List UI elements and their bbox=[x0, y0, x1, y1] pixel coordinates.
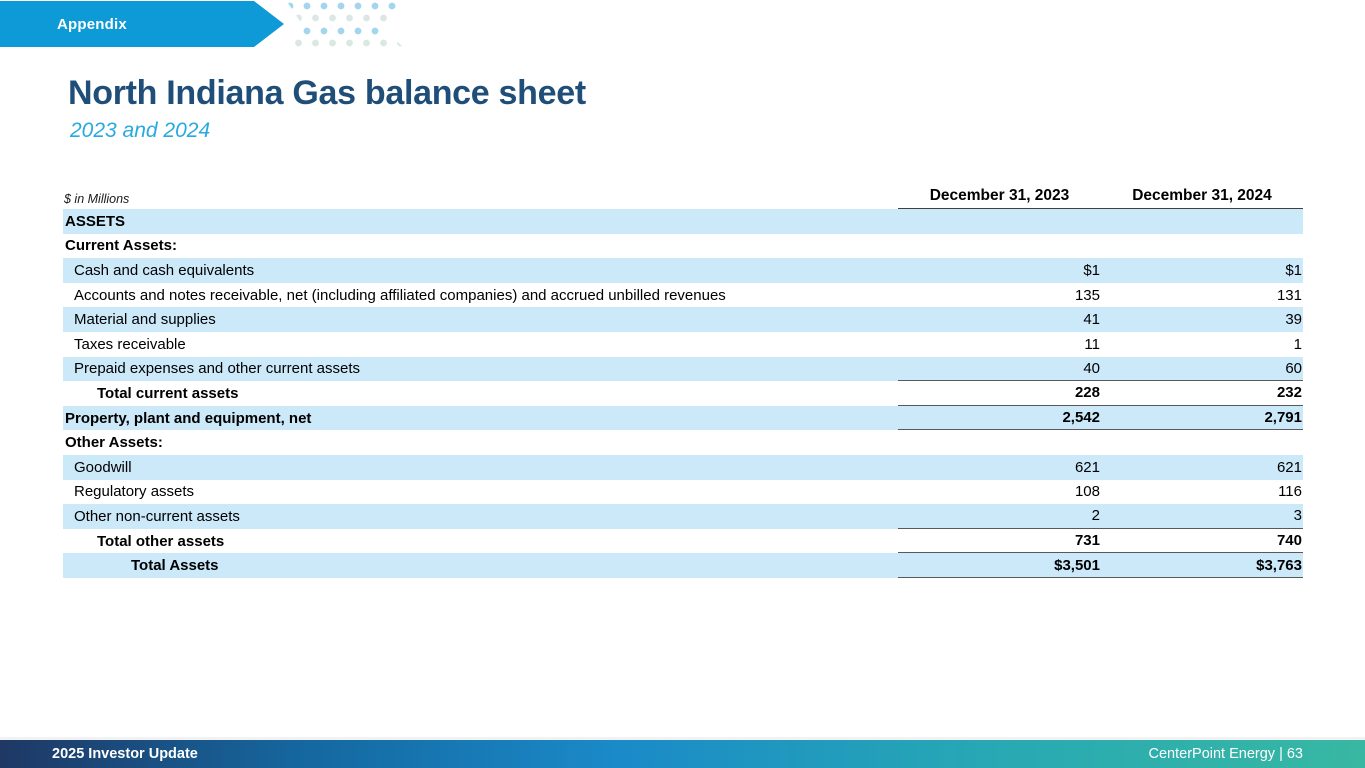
table-row-total-current-assets: Total current assets 228 232 bbox=[63, 381, 1303, 406]
table-row-other-noncurrent-assets: Other non-current assets 2 3 bbox=[63, 504, 1303, 529]
row-value-2023: 135 bbox=[1074, 286, 1100, 304]
row-value-2024 bbox=[1101, 234, 1303, 259]
table-row-material-supplies: Material and supplies 41 39 bbox=[63, 307, 1303, 332]
row-label: Accounts and notes receivable, net (incl… bbox=[74, 286, 726, 304]
row-value-2024: 131 bbox=[1276, 286, 1302, 304]
table-header-row: $ in Millions December 31, 2023 December… bbox=[63, 186, 1303, 209]
row-value-2024: 116 bbox=[1278, 483, 1302, 501]
row-value-2023 bbox=[898, 430, 1101, 455]
table-row-assets: ASSETS bbox=[63, 209, 1303, 234]
table-row-regulatory-assets: Regulatory assets 108 116 bbox=[63, 480, 1303, 505]
row-label: Current Assets: bbox=[65, 237, 177, 255]
row-label: Other non-current assets bbox=[74, 507, 240, 525]
row-label: Material and supplies bbox=[74, 311, 216, 329]
table-row-taxes-receivable: Taxes receivable 11 1 bbox=[63, 332, 1303, 357]
row-label: Cash and cash equivalents bbox=[74, 261, 255, 279]
column-headers: December 31, 2023 December 31, 2024 bbox=[898, 187, 1303, 209]
row-value-2023: 2 bbox=[898, 504, 1101, 529]
row-label: Total current assets bbox=[97, 384, 239, 402]
footer-separator bbox=[0, 737, 1365, 740]
balance-sheet-table: $ in Millions December 31, 2023 December… bbox=[63, 186, 1303, 578]
table-row-current-assets-header: Current Assets: bbox=[63, 234, 1303, 259]
row-value-2023 bbox=[898, 209, 1101, 234]
row-label: Other Assets: bbox=[65, 434, 163, 452]
slide-subtitle: 2023 and 2024 bbox=[70, 119, 211, 142]
units-note: $ in Millions bbox=[64, 192, 130, 206]
footer-company-page-number: CenterPoint Energy | 63 bbox=[1148, 746, 1304, 762]
row-value-2023: 2,542 bbox=[898, 406, 1101, 431]
table-row-cash: Cash and cash equivalents $1 $1 bbox=[63, 258, 1303, 283]
table-row-total-assets: Total Assets $3,501 $3,763 bbox=[63, 553, 1303, 578]
row-value-2024: $3,763 bbox=[1101, 553, 1303, 578]
row-value-2023: 621 bbox=[1074, 458, 1100, 476]
row-label: Total Assets bbox=[131, 557, 219, 575]
row-value-2024: 740 bbox=[1101, 529, 1303, 554]
row-value-2024 bbox=[1101, 430, 1303, 455]
table-row-total-other-assets: Total other assets 731 740 bbox=[63, 529, 1303, 554]
row-value-2024: 232 bbox=[1101, 381, 1303, 406]
row-label: ASSETS bbox=[65, 212, 126, 230]
row-value-2023: 11 bbox=[1084, 335, 1100, 353]
row-label: Regulatory assets bbox=[74, 483, 195, 501]
appendix-banner-label: Appendix bbox=[57, 15, 127, 33]
row-value-2024 bbox=[1101, 209, 1303, 234]
row-value-2023: $1 bbox=[1083, 261, 1100, 279]
row-label: Goodwill bbox=[74, 458, 132, 476]
row-value-2023: 41 bbox=[1083, 311, 1100, 329]
row-value-2024: 60 bbox=[1101, 357, 1303, 382]
row-label: Property, plant and equipment, net bbox=[65, 409, 312, 427]
slide-title: North Indiana Gas balance sheet bbox=[68, 74, 586, 112]
row-value-2024: 3 bbox=[1101, 504, 1303, 529]
footer-presentation-title: 2025 Investor Update bbox=[52, 746, 198, 762]
row-value-2024: 39 bbox=[1285, 311, 1302, 329]
table-row-goodwill: Goodwill 621 621 bbox=[63, 454, 1303, 480]
table-row-other-assets-header: Other Assets: bbox=[63, 430, 1303, 455]
row-label: Prepaid expenses and other current asset… bbox=[74, 360, 361, 378]
row-value-2023: $3,501 bbox=[898, 553, 1101, 578]
column-header-2024: December 31, 2024 bbox=[1132, 187, 1272, 204]
column-header-2023: December 31, 2023 bbox=[929, 187, 1070, 204]
table-row-prepaid-expenses: Prepaid expenses and other current asset… bbox=[63, 356, 1303, 382]
row-value-2023: 731 bbox=[898, 529, 1101, 554]
table-row-ppe-net: Property, plant and equipment, net 2,542… bbox=[63, 405, 1303, 431]
row-value-2024: 621 bbox=[1276, 458, 1302, 476]
footer-bar: 2025 Investor Update CenterPoint Energy … bbox=[0, 740, 1365, 768]
appendix-banner: Appendix bbox=[0, 1, 284, 47]
table-row-accounts-receivable: Accounts and notes receivable, net (incl… bbox=[63, 283, 1303, 308]
row-label: Total other assets bbox=[97, 532, 225, 550]
row-value-2024: 1 bbox=[1293, 335, 1302, 353]
dot-pattern-decoration bbox=[286, 0, 408, 52]
row-value-2024: $1 bbox=[1285, 261, 1302, 279]
row-value-2023: 108 bbox=[1074, 483, 1100, 501]
row-value-2023: 228 bbox=[898, 381, 1101, 406]
row-label: Taxes receivable bbox=[74, 335, 186, 353]
row-value-2023 bbox=[898, 234, 1101, 259]
row-value-2023: 40 bbox=[898, 357, 1101, 382]
row-value-2024: 2,791 bbox=[1101, 406, 1303, 431]
